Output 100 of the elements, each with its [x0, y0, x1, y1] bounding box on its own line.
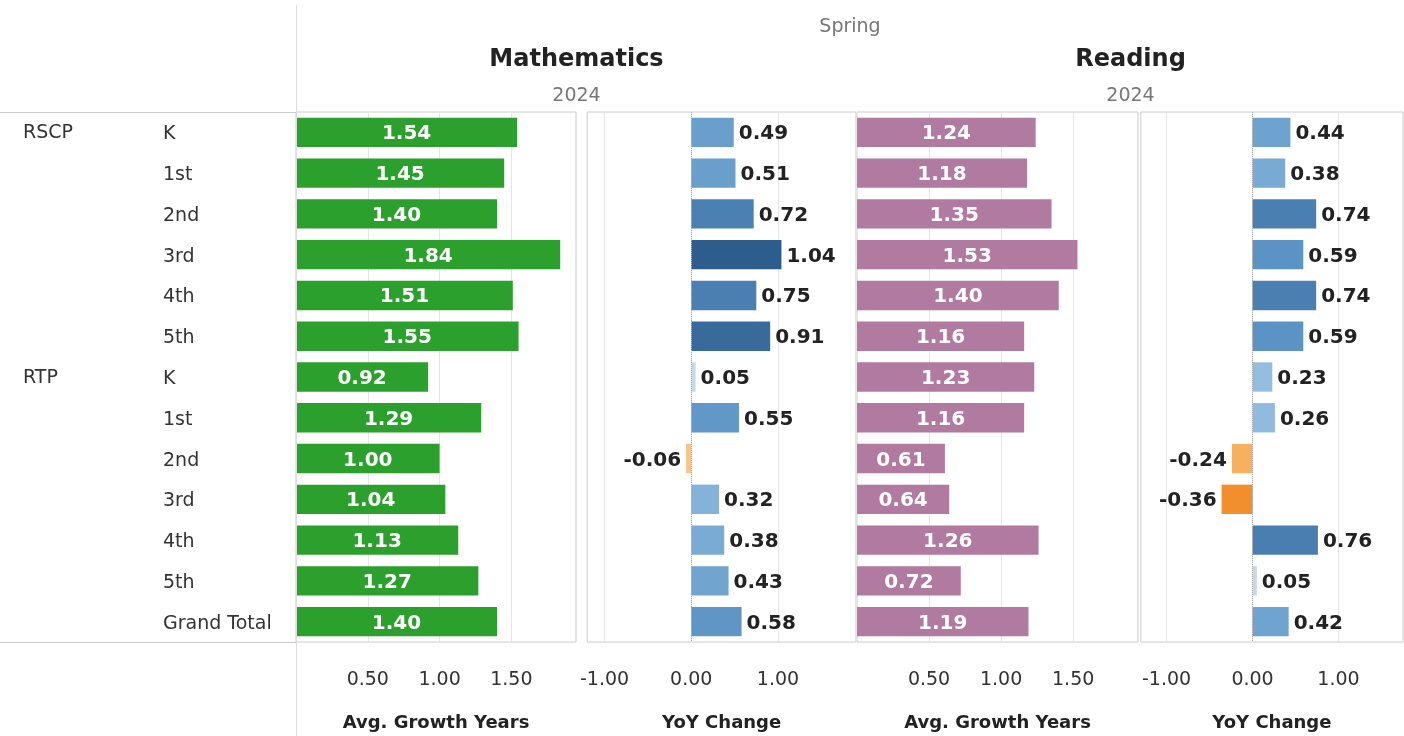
bar — [296, 362, 429, 392]
data-label: 1.16 — [915, 405, 966, 430]
bar — [296, 606, 498, 637]
bar — [1252, 158, 1286, 188]
bar — [1231, 443, 1253, 474]
bar — [296, 240, 561, 270]
x-tick-label: 0.50 — [346, 666, 389, 689]
y-tick-label: 4th — [163, 529, 195, 552]
data-label: 1.54 — [381, 120, 432, 145]
data-label: 0.64 — [878, 487, 928, 512]
data-label: 0.38 — [729, 528, 779, 553]
data-label: 0.26 — [1279, 405, 1330, 430]
x-tick-label: 0.50 — [907, 666, 951, 689]
data-label: 0.23 — [1277, 365, 1327, 389]
bar — [296, 566, 479, 596]
data-label: 0.44 — [1295, 120, 1345, 145]
data-label: 0.51 — [740, 161, 790, 186]
bar — [857, 566, 961, 596]
data-label: 1.04 — [786, 242, 836, 267]
data-label: 0.72 — [884, 568, 934, 593]
bar — [1252, 525, 1318, 555]
bar — [1252, 606, 1289, 637]
data-label: 0.38 — [1290, 161, 1340, 186]
y-tick-label: 3rd — [163, 488, 195, 511]
data-label: 0.59 — [1308, 242, 1358, 267]
data-label: 1.53 — [942, 242, 992, 267]
data-label: 0.76 — [1322, 528, 1373, 553]
data-label: 1.13 — [352, 528, 402, 553]
bar — [296, 280, 513, 311]
bar — [1221, 484, 1253, 514]
x-tick-label: 0.00 — [1231, 666, 1274, 689]
y-tick-label: Grand Total — [163, 610, 272, 633]
x-tick-label: 1.50 — [1052, 666, 1095, 689]
x-tick-label: 1.00 — [418, 666, 461, 689]
text: RTP — [23, 364, 58, 387]
x-tick-label: -1.00 — [579, 666, 630, 689]
text: Spring — [818, 14, 882, 36]
bar — [691, 240, 782, 270]
data-label: 0.05 — [1261, 568, 1312, 593]
y-tick-label: 2nd — [163, 447, 200, 470]
bar — [686, 443, 692, 474]
data-label: 1.04 — [345, 487, 396, 512]
data-label: 0.61 — [876, 446, 926, 471]
x-axis-title: YoY Change — [661, 710, 782, 732]
data-label: 1.51 — [379, 283, 430, 308]
data-label: 1.16 — [915, 324, 966, 349]
x-tick-label: -1.00 — [1141, 666, 1192, 689]
bar — [296, 403, 482, 433]
data-label: 1.24 — [921, 120, 972, 145]
data-label: 0.05 — [700, 365, 750, 389]
data-label: 1.23 — [920, 365, 971, 389]
bar — [691, 525, 725, 555]
y-tick-label: 1st — [163, 162, 193, 185]
data-label: 0.75 — [761, 283, 811, 308]
data-label: 1.40 — [371, 609, 422, 634]
data-label: 1.27 — [362, 568, 412, 593]
x-tick-label: 1.00 — [979, 666, 1023, 689]
bar — [296, 199, 498, 229]
y-tick-label: 4th — [163, 284, 195, 307]
bar — [1252, 321, 1304, 351]
bar — [691, 362, 696, 392]
y-tick-label: 3rd — [163, 243, 195, 266]
bar — [296, 158, 505, 188]
y-tick-label: 5th — [163, 569, 195, 592]
data-label: 1.84 — [403, 242, 453, 267]
bar — [691, 158, 736, 188]
data-label: 0.91 — [775, 324, 825, 349]
bar — [857, 321, 1025, 351]
bar — [691, 321, 771, 351]
x-axis-title: Avg. Growth Years — [904, 710, 1091, 732]
y-tick-label: 5th — [163, 325, 195, 348]
bar — [1252, 240, 1304, 270]
data-label: -0.36 — [1158, 487, 1217, 512]
y-tick-label: K — [163, 366, 176, 388]
bar — [296, 321, 519, 351]
chart-title: Reading — [1074, 44, 1187, 72]
data-label: 1.29 — [363, 405, 414, 430]
data-label: 0.55 — [743, 405, 794, 430]
bar — [691, 403, 739, 433]
x-tick-label: 1.00 — [756, 666, 800, 689]
text: RSCP — [23, 119, 73, 142]
data-label: 0.74 — [1321, 283, 1371, 308]
bar — [1252, 199, 1317, 229]
data-label: 1.45 — [375, 161, 425, 186]
x-tick-label: 1.50 — [490, 666, 533, 689]
bar — [1252, 362, 1273, 392]
bar — [857, 199, 1052, 229]
data-label: 1.40 — [933, 283, 983, 308]
data-label: 0.58 — [746, 609, 796, 634]
data-label: 1.55 — [382, 324, 432, 349]
data-label: 1.35 — [929, 201, 979, 226]
bar — [1252, 117, 1291, 148]
y-tick-label: 1st — [163, 406, 193, 429]
data-label: 0.32 — [724, 487, 774, 512]
bar — [857, 403, 1025, 433]
x-tick-label: 0.00 — [670, 666, 713, 689]
x-axis-title: YoY Change — [1211, 710, 1332, 732]
data-label: 1.00 — [343, 446, 393, 471]
data-label: 1.18 — [917, 161, 967, 186]
bar — [691, 484, 720, 514]
